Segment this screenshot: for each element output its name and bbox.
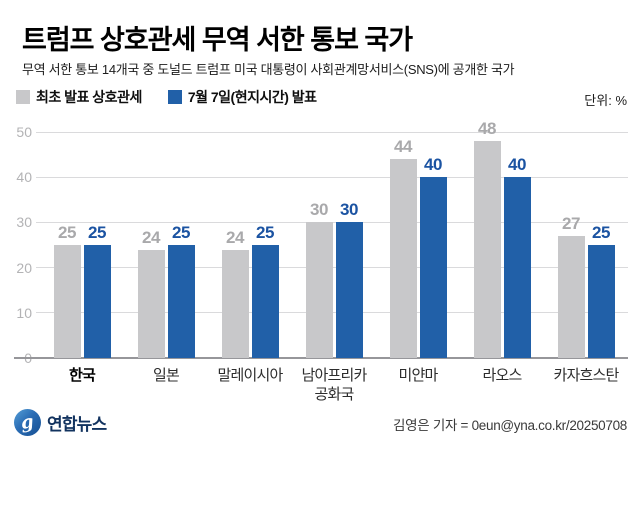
gridline bbox=[36, 176, 628, 178]
x-axis-label: 라오스 bbox=[482, 367, 522, 384]
x-axis-label: 한국 bbox=[68, 367, 96, 384]
x-axis-label: 남아프리카 공화국 bbox=[301, 367, 367, 403]
bar-initial-tariff bbox=[53, 245, 81, 358]
bar-revised-tariff bbox=[503, 177, 531, 358]
bar-revised-tariff bbox=[335, 222, 363, 358]
y-tick-label: 20 bbox=[16, 259, 32, 276]
value-label-revised: 40 bbox=[424, 155, 442, 175]
legend-label-revised: 7월 7일(현지시간) 발표 bbox=[187, 89, 317, 105]
bar-initial-tariff bbox=[473, 141, 501, 358]
legend-item-initial: 최초 발표 상호관세 bbox=[16, 87, 142, 107]
y-tick-label: 50 bbox=[16, 124, 32, 140]
y-tick-label: 30 bbox=[16, 214, 32, 231]
x-axis-label: 카자흐스탄 bbox=[553, 367, 619, 384]
value-label-initial: 44 bbox=[394, 137, 412, 157]
bar-initial-tariff bbox=[389, 159, 417, 358]
bar-initial-tariff bbox=[557, 235, 585, 358]
value-label-initial: 48 bbox=[478, 119, 496, 139]
legend: 최초 발표 상호관세 7월 7일(현지시간) 발표 bbox=[16, 87, 317, 107]
value-label-revised: 30 bbox=[340, 200, 358, 220]
value-label-initial: 25 bbox=[58, 223, 76, 242]
y-tick-label: 40 bbox=[16, 169, 32, 186]
yonhap-logo: g 연합뉴스 bbox=[14, 409, 107, 436]
x-axis-label: 말레이시아 bbox=[217, 367, 283, 384]
bar-revised-tariff bbox=[167, 245, 195, 358]
value-label-initial: 30 bbox=[310, 200, 328, 220]
x-axis-label: 미얀마 bbox=[398, 367, 438, 384]
unit-label: 단위: % bbox=[584, 93, 627, 108]
legend-label-initial: 최초 발표 상호관세 bbox=[36, 89, 142, 105]
bar-revised-tariff bbox=[587, 245, 615, 358]
logo-text: 연합뉴스 bbox=[47, 415, 107, 434]
bar-initial-tariff bbox=[305, 222, 333, 358]
value-label-revised: 25 bbox=[256, 223, 274, 242]
logo-glyph: g bbox=[19, 410, 36, 434]
bar-revised-tariff bbox=[419, 177, 447, 358]
x-axis-baseline bbox=[14, 357, 628, 359]
value-label-revised: 25 bbox=[172, 223, 190, 242]
value-label-revised: 25 bbox=[592, 223, 610, 242]
value-label-initial: 24 bbox=[226, 227, 244, 247]
legend-swatch-blue bbox=[167, 90, 182, 104]
value-label-initial: 24 bbox=[142, 227, 160, 247]
yonhap-logo-icon: g bbox=[14, 409, 41, 436]
page-subtitle: 무역 서한 통보 14개국 중 도널드 트럼프 미국 대통령이 사회관계망서비스… bbox=[22, 62, 515, 77]
legend-swatch-gray bbox=[16, 90, 30, 104]
page-title: 트럼프 상호관세 무역 서한 통보 국가 bbox=[22, 25, 413, 55]
legend-item-revised: 7월 7일(현지시간) 발표 bbox=[167, 87, 317, 107]
bar-initial-tariff bbox=[221, 249, 249, 358]
value-label-revised: 40 bbox=[508, 155, 526, 175]
value-label-revised: 25 bbox=[88, 223, 106, 242]
bar-initial-tariff bbox=[137, 249, 165, 358]
credit-text: 김영은 기자 = 0eun@yna.co.kr/20250708 bbox=[393, 418, 627, 433]
gridline bbox=[36, 131, 628, 133]
y-tick-label: 10 bbox=[16, 304, 32, 321]
bar-revised-tariff bbox=[83, 245, 111, 358]
x-axis-label: 일본 bbox=[152, 367, 180, 384]
value-label-initial: 27 bbox=[562, 213, 580, 233]
bar-chart: 010203040502525한국2425일본2425말레이시아3030남아프리… bbox=[0, 118, 640, 410]
bar-revised-tariff bbox=[251, 245, 279, 358]
